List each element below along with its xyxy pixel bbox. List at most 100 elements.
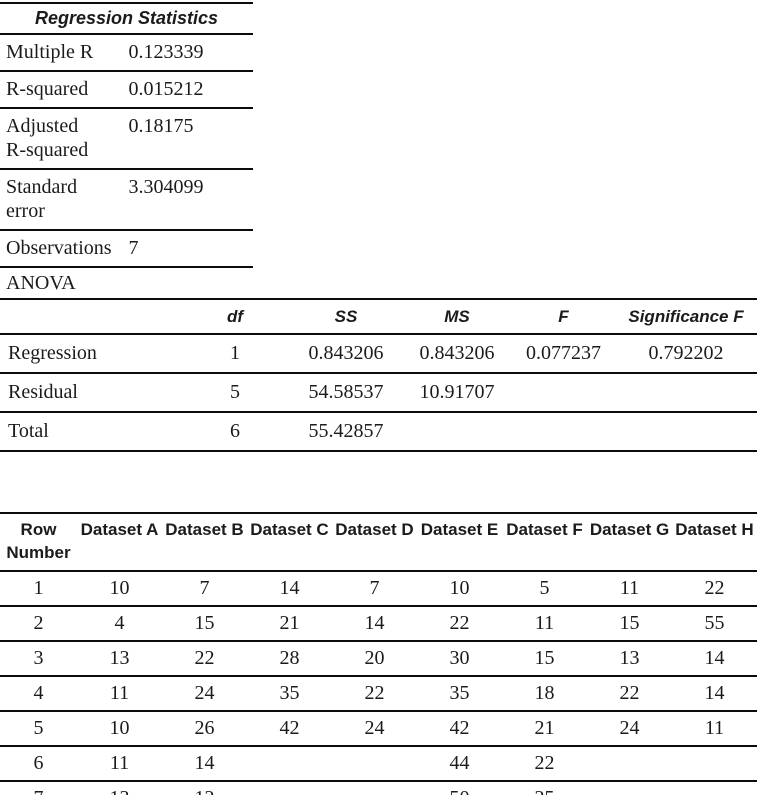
dataset-cell: 55: [672, 605, 757, 642]
stat-label: Standard error: [0, 168, 127, 231]
dataset-cell: 20: [332, 640, 417, 677]
dataset-cell: 10: [77, 710, 162, 747]
anova-table: df SS MS F Significance F Regression 1 0…: [0, 297, 757, 452]
dataset-cell: 11: [672, 710, 757, 747]
anova-cell-f: 0.077237: [512, 333, 615, 374]
dataset-cell: 14: [162, 745, 247, 782]
table-row: 4 11 24 35 22 35 18 22 14: [0, 675, 757, 712]
table-row: Standard error 3.304099: [0, 168, 253, 231]
stat-value: 0.015212: [126, 70, 253, 109]
dataset-cell-row-number: 2: [0, 605, 77, 642]
dataset-header-a: Dataset A: [77, 511, 162, 572]
anova-cell-ms: [402, 411, 512, 452]
dataset-cell: [672, 745, 757, 782]
dataset-cell: 28: [247, 640, 332, 677]
dataset-cell: 14: [672, 640, 757, 677]
anova-cell-significance-f: [615, 411, 757, 452]
dataset-cell: 22: [672, 570, 757, 607]
dataset-header-e: Dataset E: [417, 511, 502, 572]
dataset-cell: 24: [162, 675, 247, 712]
stat-label: R-squared: [0, 70, 127, 109]
dataset-cell: 24: [332, 710, 417, 747]
dataset-cell: 13: [77, 640, 162, 677]
dataset-cell: 22: [332, 675, 417, 712]
dataset-cell: [672, 780, 757, 795]
dataset-header-b: Dataset B: [162, 511, 247, 572]
dataset-cell: 14: [672, 675, 757, 712]
anova-cell-ms: 0.843206: [402, 333, 512, 374]
dataset-header-g: Dataset G: [587, 511, 672, 572]
table-row: 1 10 7 14 7 10 5 11 22: [0, 570, 757, 607]
anova-header-empty: [0, 297, 180, 335]
table-row: 5 10 26 42 24 42 21 24 11: [0, 710, 757, 747]
table-row: Regression 1 0.843206 0.843206 0.077237 …: [0, 333, 757, 374]
stat-label: Adjusted R-squared: [0, 107, 127, 170]
dataset-cell: 22: [162, 640, 247, 677]
anova-section-label: ANOVA: [6, 271, 76, 294]
table-row: Observations 7: [0, 229, 253, 268]
dataset-cell: [587, 780, 672, 795]
anova-cell-ms: 10.91707: [402, 372, 512, 413]
dataset-cell: 13: [587, 640, 672, 677]
anova-cell-significance-f: 0.792202: [615, 333, 757, 374]
dataset-cell: 22: [502, 745, 587, 782]
dataset-cell: 11: [587, 570, 672, 607]
anova-cell-ss: 55.42857: [290, 411, 402, 452]
anova-cell-ss: 0.843206: [290, 333, 402, 374]
dataset-cell-row-number: 5: [0, 710, 77, 747]
table-row: 7 13 12 50 25: [0, 780, 757, 795]
dataset-table: Row Number Dataset A Dataset B Dataset C…: [0, 511, 757, 795]
dataset-cell: [332, 780, 417, 795]
table-row: Residual 5 54.58537 10.91707: [0, 372, 757, 413]
dataset-header-f: Dataset F: [502, 511, 587, 572]
dataset-cell-row-number: 1: [0, 570, 77, 607]
anova-header-ss: SS: [290, 297, 402, 335]
anova-header-ms: MS: [402, 297, 512, 335]
table-row: 2 4 15 21 14 22 11 15 55: [0, 605, 757, 642]
dataset-cell: 25: [502, 780, 587, 795]
dataset-cell: 22: [417, 605, 502, 642]
dataset-cell: 4: [77, 605, 162, 642]
dataset-cell: 50: [417, 780, 502, 795]
anova-cell-significance-f: [615, 372, 757, 413]
dataset-cell: 5: [502, 570, 587, 607]
table-row: R-squared 0.015212: [0, 70, 253, 109]
stat-value: 7: [126, 229, 253, 268]
dataset-cell: [247, 780, 332, 795]
dataset-cell: 14: [332, 605, 417, 642]
dataset-cell: 11: [77, 745, 162, 782]
table-header-row: Regression Statistics: [0, 2, 253, 35]
anova-row-label: Total: [0, 411, 180, 452]
stat-label: Observations: [0, 229, 127, 268]
anova-row-label: Regression: [0, 333, 180, 374]
dataset-cell: 35: [417, 675, 502, 712]
stat-value: 0.18175: [126, 107, 253, 170]
anova-cell-f: [512, 372, 615, 413]
stat-label: Multiple R: [0, 33, 127, 72]
dataset-cell-row-number: 6: [0, 745, 77, 782]
table-row: Total 6 55.42857: [0, 411, 757, 452]
dataset-header-h: Dataset H: [672, 511, 757, 572]
dataset-cell: 21: [502, 710, 587, 747]
anova-header-significance-f: Significance F: [615, 297, 757, 335]
anova-cell-df: 1: [180, 333, 290, 374]
dataset-cell: 18: [502, 675, 587, 712]
anova-row-label: Residual: [0, 372, 180, 413]
table-row: Adjusted R-squared 0.18175: [0, 107, 253, 170]
stat-value: 0.123339: [126, 33, 253, 72]
dataset-cell: 21: [247, 605, 332, 642]
anova-cell-df: 6: [180, 411, 290, 452]
regression-statistics-title: Regression Statistics: [0, 2, 253, 35]
table-header-row: df SS MS F Significance F: [0, 297, 757, 335]
anova-cell-df: 5: [180, 372, 290, 413]
dataset-cell: [332, 745, 417, 782]
dataset-cell: 7: [162, 570, 247, 607]
dataset-cell: [587, 745, 672, 782]
dataset-cell: 15: [587, 605, 672, 642]
dataset-header-row-number: Row Number: [0, 511, 77, 572]
anova-cell-f: [512, 411, 615, 452]
dataset-cell-row-number: 3: [0, 640, 77, 677]
dataset-cell: 42: [247, 710, 332, 747]
dataset-header-c: Dataset C: [247, 511, 332, 572]
dataset-cell: 10: [77, 570, 162, 607]
